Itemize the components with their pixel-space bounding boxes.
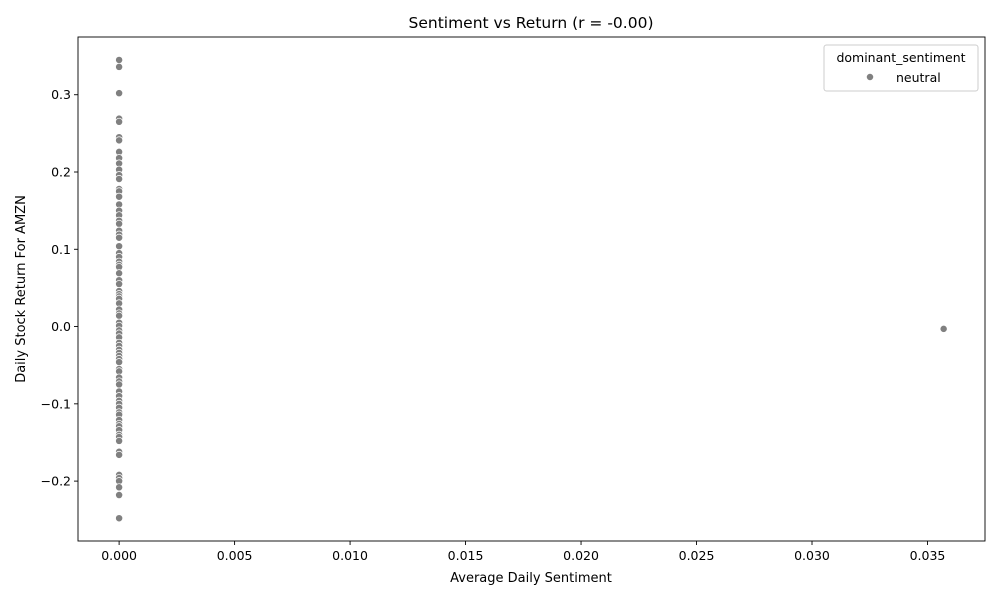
data-point [115, 117, 124, 126]
plot-area-frame [77, 36, 986, 542]
x-tick-label: 0.000 [101, 548, 137, 563]
data-point [115, 491, 124, 499]
x-tick-label: 0.010 [332, 548, 368, 563]
data-point [115, 233, 124, 242]
y-tick-label: −0.1 [41, 396, 71, 411]
x-axis-label: Average Daily Sentiment [450, 571, 612, 586]
y-tick-label: 0.3 [51, 87, 71, 102]
x-tick-label: 0.020 [563, 548, 599, 563]
legend-entry-neutral: neutral [896, 70, 941, 85]
data-point [115, 242, 124, 251]
data-point [115, 280, 124, 288]
data-point [115, 175, 124, 183]
data-point [115, 436, 124, 445]
data-point [115, 219, 124, 228]
y-tick-label: 0.0 [51, 319, 71, 334]
legend-box [823, 44, 979, 92]
data-point [115, 380, 124, 389]
data-point [115, 514, 124, 523]
x-axis-ticks: 0.000 0.005 0.010 0.015 0.020 0.025 0.030 0.035 [101, 541, 945, 563]
y-tick-label: 0.1 [51, 242, 71, 257]
y-tick-label: 0.2 [51, 165, 71, 180]
data-point [939, 324, 948, 333]
data-point [115, 269, 124, 278]
legend-marker-neutral [866, 73, 874, 81]
data-point [115, 358, 124, 367]
data-point [115, 450, 124, 459]
data-point [115, 192, 124, 201]
x-tick-label: 0.005 [217, 548, 253, 563]
data-points [115, 56, 948, 523]
y-axis-label: Daily Stock Return For AMZN [14, 195, 29, 383]
data-point [115, 136, 124, 145]
x-tick-label: 0.030 [794, 548, 830, 563]
x-tick-label: 0.035 [910, 548, 946, 563]
data-point [115, 89, 124, 98]
chart-title: Sentiment vs Return (r = -0.00) [409, 14, 654, 32]
y-tick-label: −0.2 [41, 474, 71, 489]
legend-title: dominant_sentiment [836, 50, 965, 65]
data-point [115, 56, 124, 64]
legend: dominant_sentiment neutral [823, 44, 979, 92]
x-tick-label: 0.015 [448, 548, 484, 563]
data-point [115, 62, 124, 71]
x-tick-label: 0.025 [679, 548, 715, 563]
data-point [115, 311, 124, 320]
data-point [115, 483, 124, 492]
y-axis-ticks: −0.2 −0.1 0.0 0.1 0.2 0.3 [41, 87, 78, 489]
